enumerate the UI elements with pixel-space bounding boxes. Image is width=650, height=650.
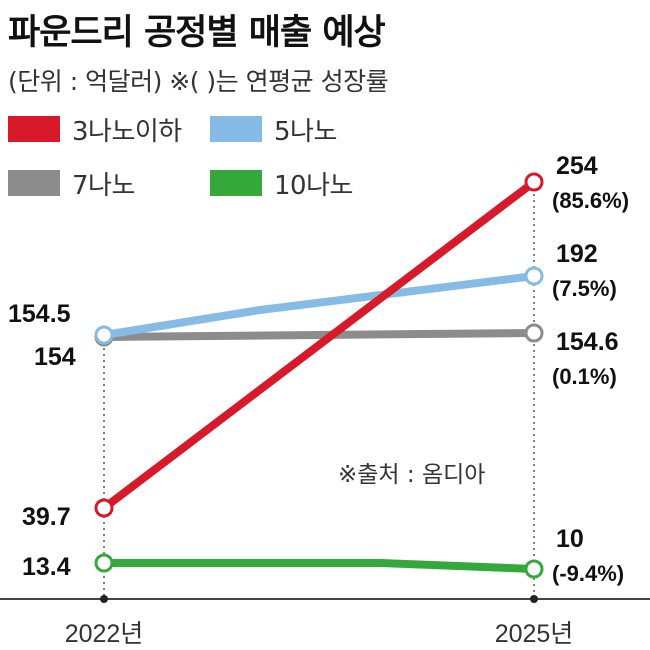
chart-title: 파운드리 공정별 매출 예상 [8, 13, 386, 53]
x-tick-label-2025: 2025년 [495, 620, 574, 648]
legend-label-3nm: 3나노이하 [72, 116, 182, 147]
legend-item-5nm: 5나노 [210, 112, 337, 147]
legend-label-10nm: 10나노 [274, 170, 353, 201]
legend-swatch-7nm [8, 170, 60, 196]
legend-item-3nm: 3나노이하 [8, 112, 182, 147]
data-label-5nm-2025: 192 [556, 240, 598, 268]
source-note: ※출처 : 옴디아 [338, 462, 486, 488]
point-10nm-2025 [524, 559, 544, 579]
legend-label-5nm: 5나노 [274, 116, 337, 147]
point-10nm-2022 [94, 553, 114, 573]
legend-swatch-3nm [8, 116, 60, 142]
growth-label-10nm: (-9.4%) [552, 561, 624, 586]
data-label-10nm-2025: 10 [556, 525, 584, 553]
x-tick-label-2022: 2022년 [65, 620, 144, 648]
legend-item-10nm: 10나노 [210, 166, 353, 201]
point-7nm-2025 [524, 323, 544, 343]
data-label-10nm-2022: 13.4 [22, 553, 71, 581]
data-label-7nm-2022: 154 [34, 343, 76, 371]
data-label-3nm-2022: 39.7 [22, 503, 71, 531]
chart-subtitle: (단위 : 억달러) ※( )는 연평균 성장률 [8, 67, 389, 96]
legend-item-7nm: 7나노 [8, 166, 135, 201]
data-label-5nm-2022: 154.5 [8, 300, 71, 328]
x-tick-dot-2025 [530, 595, 538, 603]
point-3nm-2025 [524, 172, 544, 192]
data-label-3nm-2025: 254 [556, 152, 598, 180]
legend-swatch-5nm [210, 116, 262, 142]
growth-label-5nm: (7.5%) [552, 276, 617, 301]
series-line-7nm [100, 329, 538, 341]
growth-label-7nm: (0.1%) [552, 364, 617, 389]
legend-swatch-10nm [210, 170, 262, 196]
point-3nm-2022 [94, 498, 114, 518]
point-5nm-2025 [524, 266, 544, 286]
legend-label-7nm: 7나노 [72, 170, 135, 201]
x-tick-dot-2022 [100, 595, 108, 603]
growth-label-3nm: (85.6%) [552, 188, 629, 213]
data-label-7nm-2025: 154.6 [556, 328, 619, 356]
series-line-10nm [100, 559, 538, 573]
point-5nm-2022 [94, 325, 114, 345]
series-line-3nm [100, 178, 538, 512]
series-line-5nm [100, 272, 538, 339]
